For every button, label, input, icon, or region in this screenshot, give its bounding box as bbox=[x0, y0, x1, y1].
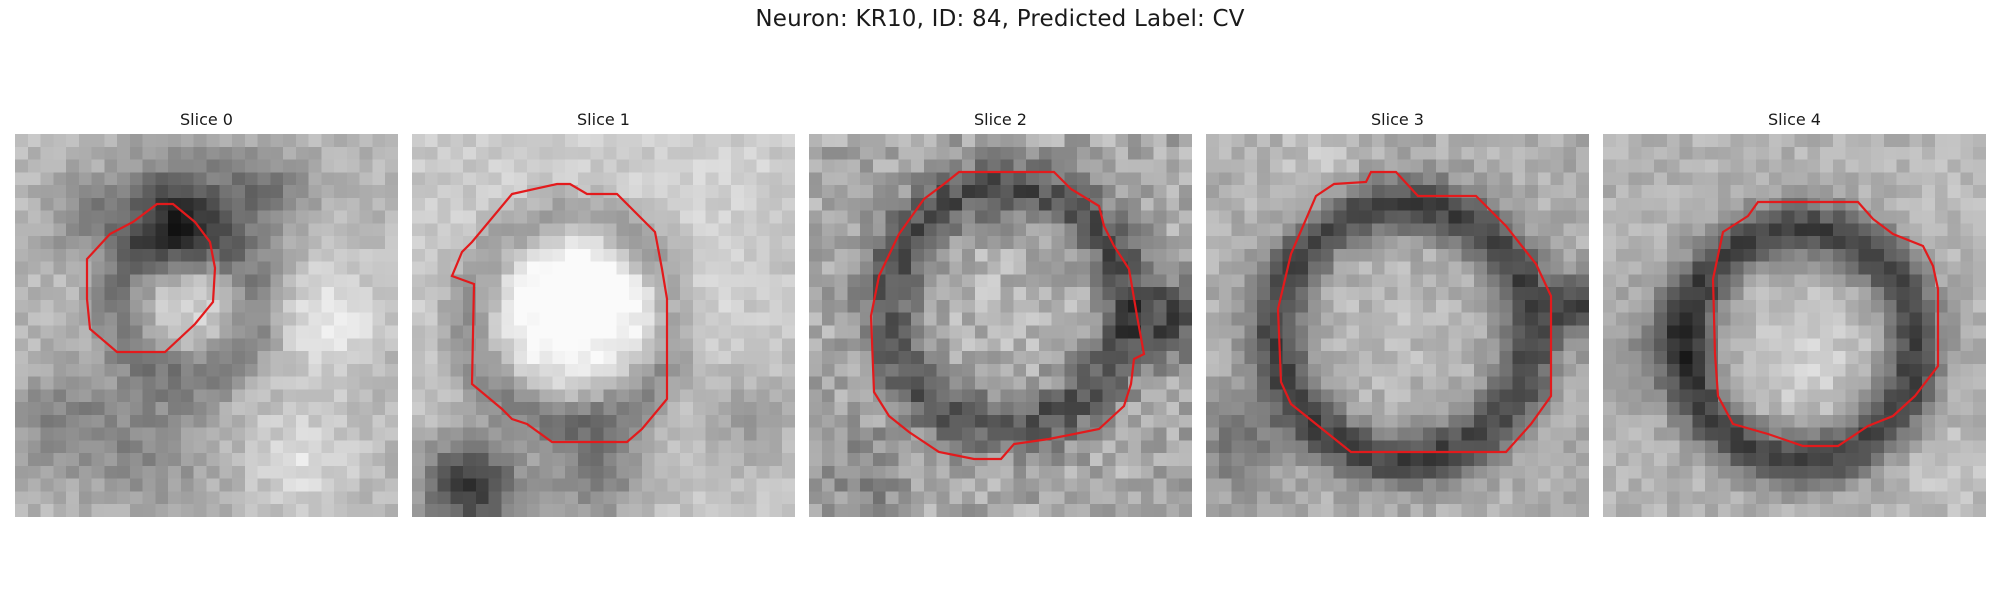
slice-title: Slice 3 bbox=[1371, 110, 1424, 129]
segmentation-outline bbox=[1276, 170, 1553, 454]
slice-title: Slice 2 bbox=[974, 110, 1027, 129]
slice-title: Slice 0 bbox=[180, 110, 233, 129]
segmentation-outline bbox=[869, 170, 1146, 461]
slice-panel-4: Slice 4 bbox=[1603, 108, 1986, 517]
slice-title: Slice 1 bbox=[577, 110, 630, 129]
slice-panel-3: Slice 3 bbox=[1206, 108, 1589, 517]
slice-image bbox=[412, 134, 795, 517]
slice-title: Slice 4 bbox=[1768, 110, 1821, 129]
slice-panel-2: Slice 2 bbox=[809, 108, 1192, 517]
slice-image bbox=[15, 134, 398, 517]
slice-image bbox=[1206, 134, 1589, 517]
segmentation-outline bbox=[85, 202, 217, 354]
segmentation-outline bbox=[1711, 200, 1940, 448]
segmentation-outline bbox=[450, 182, 669, 444]
slice-panel-1: Slice 1 bbox=[412, 108, 795, 517]
slice-image bbox=[809, 134, 1192, 517]
slice-image bbox=[1603, 134, 1986, 517]
figure-title: Neuron: KR10, ID: 84, Predicted Label: C… bbox=[755, 6, 1245, 32]
slice-panel-0: Slice 0 bbox=[15, 108, 398, 517]
